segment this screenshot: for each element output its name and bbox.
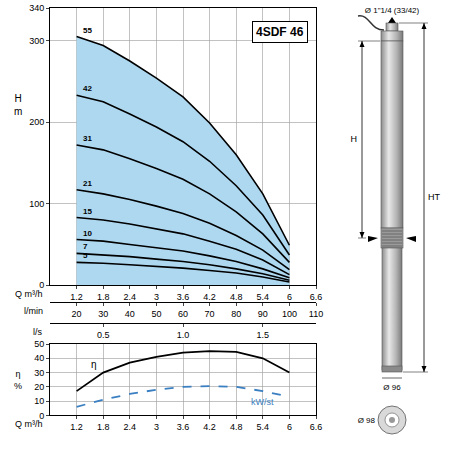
svg-text:5.4: 5.4 [257,292,270,302]
svg-text:3: 3 [154,422,159,432]
svg-text:20: 20 [34,382,44,392]
svg-text:4.8: 4.8 [230,422,243,432]
svg-text:1.2: 1.2 [70,422,83,432]
svg-text:Ø 98: Ø 98 [358,416,376,425]
svg-text:1.8: 1.8 [97,422,110,432]
svg-text:340: 340 [29,3,44,13]
svg-text:4.2: 4.2 [203,422,216,432]
svg-text:6.6: 6.6 [310,422,323,432]
svg-text:l/s: l/s [33,327,43,337]
svg-text:Ø 96: Ø 96 [383,383,401,392]
svg-text:15: 15 [83,207,92,216]
svg-text:5.4: 5.4 [257,422,270,432]
svg-text:η: η [91,359,97,370]
svg-text:200: 200 [29,117,44,127]
svg-text:2.4: 2.4 [124,292,137,302]
svg-text:6: 6 [287,292,292,302]
svg-text:5: 5 [83,251,88,260]
svg-text:70: 70 [205,309,215,319]
svg-text:3.6: 3.6 [177,422,190,432]
svg-text:110: 110 [309,309,323,319]
svg-text:21: 21 [83,179,92,188]
svg-text:42: 42 [83,84,92,93]
svg-text:60: 60 [178,309,188,319]
svg-text:kW/st: kW/st [251,397,274,407]
svg-text:7: 7 [83,242,88,251]
svg-text:30: 30 [98,309,108,319]
svg-text:6.6: 6.6 [310,292,323,302]
svg-text:2.4: 2.4 [124,422,137,432]
svg-text:300: 300 [29,36,44,46]
svg-text:η%: η% [14,369,22,391]
svg-text:10: 10 [34,396,44,406]
svg-text:0: 0 [39,411,44,421]
svg-text:40: 40 [34,353,44,363]
svg-text:100: 100 [282,309,297,319]
svg-text:100: 100 [29,199,44,209]
svg-text:Q m³/h: Q m³/h [15,289,43,299]
svg-text:4.8: 4.8 [230,292,243,302]
svg-text:HT: HT [428,192,440,202]
svg-text:0.5: 0.5 [97,330,110,340]
svg-text:55: 55 [83,26,92,35]
svg-text:1.5: 1.5 [257,330,270,340]
svg-text:30: 30 [34,368,44,378]
svg-text:90: 90 [258,309,268,319]
svg-text:6: 6 [287,422,292,432]
svg-text:50: 50 [34,339,44,349]
svg-text:1.2: 1.2 [70,292,83,302]
svg-text:Q m³/h: Q m³/h [15,419,43,429]
svg-text:Ø 1"1/4 (33/42): Ø 1"1/4 (33/42) [365,6,420,15]
svg-text:4SDF 46: 4SDF 46 [256,25,304,39]
svg-text:20: 20 [72,309,82,319]
svg-text:40: 40 [125,309,135,319]
svg-text:H: H [351,134,358,144]
svg-text:50: 50 [151,309,161,319]
svg-text:0: 0 [39,280,44,290]
svg-text:3: 3 [154,292,159,302]
svg-text:80: 80 [231,309,241,319]
svg-text:31: 31 [83,134,92,143]
svg-text:1.0: 1.0 [177,330,190,340]
svg-text:1.8: 1.8 [97,292,110,302]
svg-text:l/min: l/min [24,306,43,316]
svg-text:3.6: 3.6 [177,292,190,302]
svg-text:Hm: Hm [14,93,22,117]
svg-text:4.2: 4.2 [203,292,216,302]
svg-text:10: 10 [83,229,92,238]
